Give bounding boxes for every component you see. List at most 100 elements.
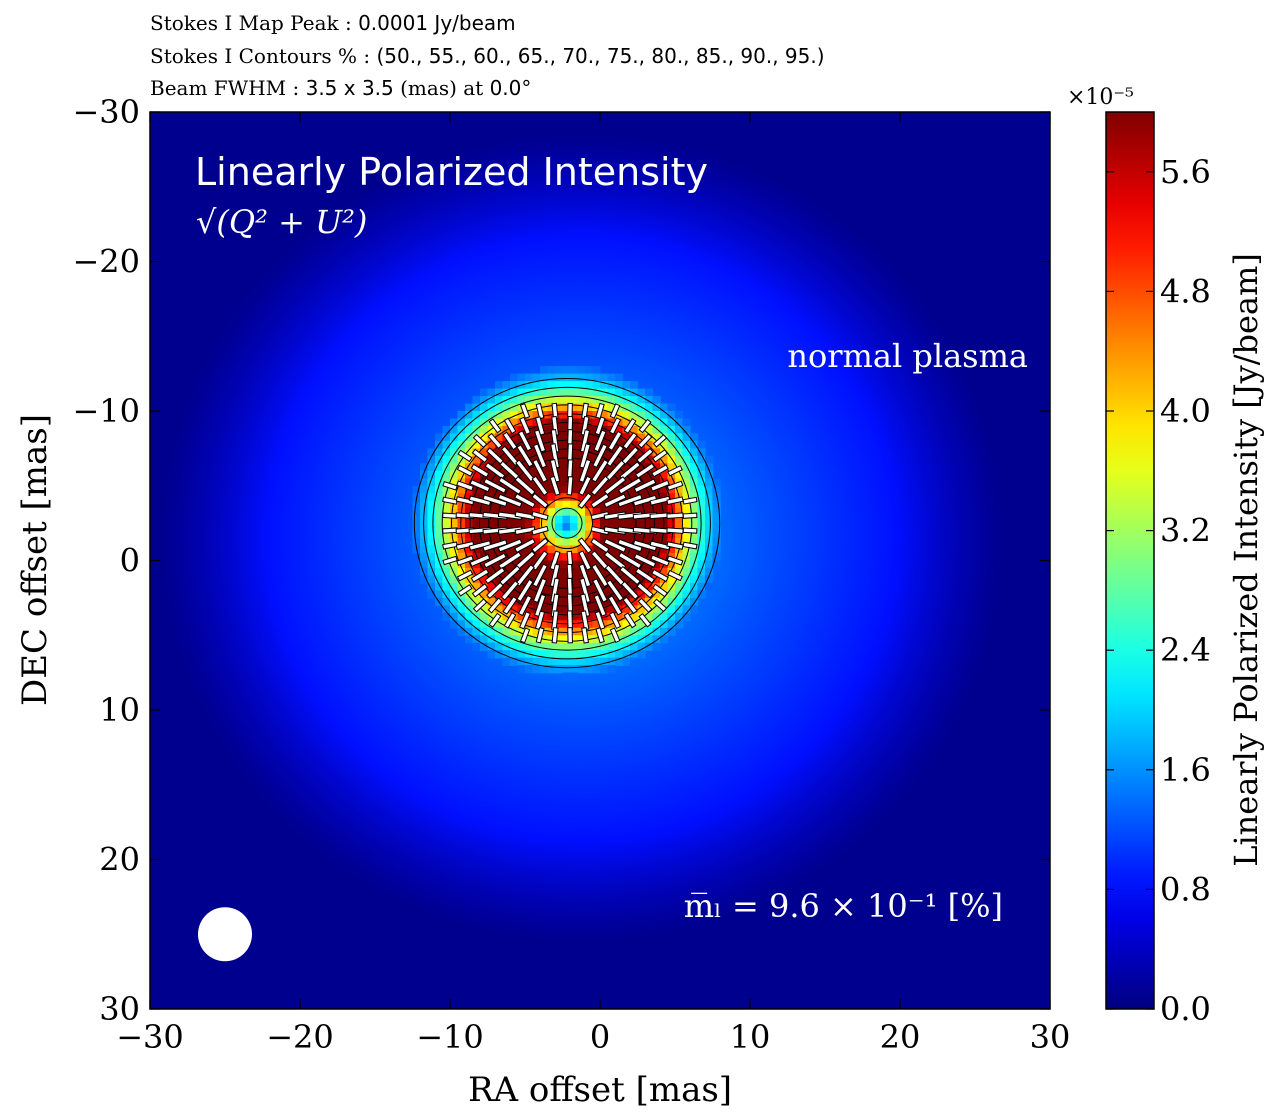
heat-cell bbox=[660, 485, 669, 494]
heat-cell bbox=[645, 515, 654, 524]
plot-title: Linearly Polarized Intensity bbox=[195, 150, 708, 194]
polarization-vector bbox=[609, 627, 621, 644]
polarization-vector bbox=[666, 555, 684, 566]
polarization-vector bbox=[472, 433, 488, 449]
heat-cell bbox=[412, 500, 421, 509]
heat-cell bbox=[645, 485, 654, 494]
heat-cell bbox=[570, 493, 579, 502]
x-tick-label: 0 bbox=[590, 1018, 610, 1056]
heat-cell bbox=[600, 485, 609, 494]
heat-cell bbox=[577, 418, 586, 427]
heat-cell bbox=[442, 508, 451, 517]
heat-cell bbox=[585, 657, 594, 666]
heat-cell bbox=[450, 612, 459, 621]
heat-cell bbox=[495, 418, 504, 427]
heat-cell bbox=[487, 597, 496, 607]
heat-cell bbox=[435, 433, 444, 442]
polarization-vector bbox=[471, 583, 489, 598]
heat-cell bbox=[607, 373, 616, 382]
heat-cell bbox=[712, 515, 721, 524]
heat-cell bbox=[495, 396, 504, 405]
heat-cell bbox=[525, 418, 534, 427]
heat-cell bbox=[585, 620, 594, 629]
heat-cell bbox=[690, 530, 699, 539]
heat-cell bbox=[630, 597, 639, 607]
heat-cell bbox=[675, 590, 684, 599]
polarization-vector bbox=[579, 593, 591, 618]
heat-cell bbox=[465, 500, 474, 509]
polarization-vector bbox=[590, 511, 610, 521]
heat-cell bbox=[510, 478, 519, 487]
polarization-vector bbox=[649, 495, 671, 506]
heat-cell bbox=[652, 448, 661, 457]
heat-cell bbox=[570, 642, 579, 651]
heat-cell bbox=[690, 463, 699, 472]
polarization-vector bbox=[566, 476, 574, 496]
heat-cell bbox=[450, 523, 459, 532]
heat-cell bbox=[540, 597, 549, 607]
heat-cell bbox=[660, 612, 669, 621]
heat-cell bbox=[457, 418, 466, 427]
heat-cell bbox=[600, 657, 609, 666]
heat-cell bbox=[502, 411, 511, 420]
heat-cell bbox=[510, 373, 519, 382]
polarization-vector bbox=[623, 612, 637, 629]
polarization-vector bbox=[549, 563, 561, 588]
heat-cell bbox=[637, 627, 646, 636]
heat-cell bbox=[652, 411, 661, 420]
heat-cell bbox=[592, 418, 601, 427]
heat-cell bbox=[450, 478, 459, 487]
heat-cell bbox=[435, 538, 444, 547]
heat-cell bbox=[442, 470, 451, 479]
heat-cell bbox=[450, 515, 459, 524]
heat-cell bbox=[562, 590, 571, 599]
heat-cell bbox=[697, 470, 706, 479]
heat-cell bbox=[667, 411, 676, 420]
heat-cell bbox=[622, 530, 631, 539]
heat-cell bbox=[495, 642, 504, 651]
heat-cell bbox=[420, 553, 429, 562]
polarization-vector bbox=[594, 416, 606, 436]
heat-cell bbox=[472, 440, 481, 450]
heat-cell bbox=[705, 553, 714, 562]
heat-cell bbox=[555, 545, 564, 554]
heat-cell bbox=[555, 523, 564, 532]
heat-cell bbox=[532, 411, 541, 420]
heat-cell bbox=[712, 523, 721, 532]
polarization-vector bbox=[468, 495, 492, 507]
heat-cell bbox=[615, 568, 624, 577]
heat-cell bbox=[555, 642, 564, 651]
polarization-vector bbox=[483, 552, 507, 569]
contour-65 bbox=[441, 404, 693, 642]
heat-cell bbox=[487, 523, 496, 532]
heat-cell bbox=[667, 620, 676, 629]
heat-cell bbox=[570, 582, 579, 592]
heat-cell bbox=[450, 470, 459, 479]
heat-cell bbox=[622, 403, 631, 412]
polarization-vector bbox=[532, 458, 548, 483]
heat-cell bbox=[540, 627, 549, 636]
polarization-vector bbox=[637, 433, 653, 449]
heat-cell bbox=[450, 560, 459, 569]
heat-cell bbox=[600, 523, 609, 532]
heat-cell bbox=[585, 411, 594, 420]
polarization-vector bbox=[652, 449, 668, 463]
colorbar-tick-label: 0.8 bbox=[1160, 870, 1211, 908]
heat-cell bbox=[502, 650, 511, 659]
heat-cell bbox=[435, 508, 444, 517]
heat-cell bbox=[487, 425, 496, 435]
polarization-vector bbox=[591, 458, 609, 483]
heat-cell bbox=[622, 515, 631, 524]
heat-cell bbox=[420, 470, 429, 479]
heat-cell bbox=[502, 530, 511, 539]
heat-cell bbox=[630, 381, 639, 390]
heat-cell bbox=[645, 627, 654, 636]
heat-cell bbox=[645, 411, 654, 420]
heat-cell bbox=[427, 545, 436, 554]
heat-cell bbox=[540, 493, 549, 502]
polarization-vector bbox=[517, 430, 533, 452]
heat-cell bbox=[682, 568, 691, 577]
heat-cell bbox=[562, 597, 571, 607]
heat-cell bbox=[435, 545, 444, 554]
contour-inner bbox=[541, 497, 593, 550]
